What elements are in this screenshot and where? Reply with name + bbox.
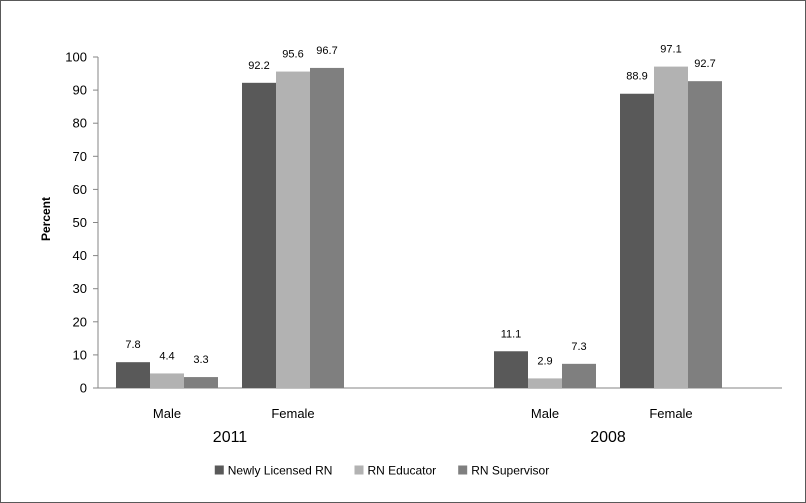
data-label: 7.8 bbox=[125, 339, 140, 351]
data-label: 7.3 bbox=[571, 341, 586, 353]
bar bbox=[688, 81, 722, 389]
bar bbox=[494, 351, 528, 388]
y-axis-title: Percent bbox=[39, 197, 53, 241]
legend-label: RN Educator bbox=[367, 463, 436, 477]
legend-swatch bbox=[214, 465, 224, 475]
legend-label: Newly Licensed RN bbox=[228, 463, 333, 477]
data-label: 11.1 bbox=[501, 328, 522, 340]
legend-label: RN Supervisor bbox=[471, 463, 549, 477]
data-label: 96.7 bbox=[316, 45, 337, 57]
y-tick-label: 70 bbox=[73, 149, 87, 164]
data-label: 4.4 bbox=[159, 350, 174, 362]
y-tick-label: 20 bbox=[73, 314, 87, 329]
y-tick-label: 40 bbox=[73, 248, 87, 263]
bar bbox=[276, 71, 310, 389]
y-tick-label: 60 bbox=[73, 182, 87, 197]
x-category-label: Male bbox=[531, 406, 559, 421]
bar bbox=[528, 378, 562, 388]
y-tick-label: 100 bbox=[65, 50, 87, 65]
bar bbox=[310, 67, 344, 388]
data-label: 97.1 bbox=[660, 44, 681, 56]
y-tick-label: 50 bbox=[73, 215, 87, 230]
y-tick-label: 80 bbox=[73, 116, 87, 131]
data-label: 92.7 bbox=[694, 58, 715, 70]
x-group-label: 2008 bbox=[590, 429, 626, 446]
legend-swatch bbox=[354, 465, 364, 475]
data-label: 88.9 bbox=[626, 71, 647, 83]
y-tick-label: 10 bbox=[73, 347, 87, 362]
data-label: 95.6 bbox=[282, 49, 303, 61]
bar bbox=[242, 82, 276, 389]
y-tick-label: 0 bbox=[80, 381, 87, 396]
x-category-label: Male bbox=[153, 406, 181, 421]
x-category-label: Female bbox=[649, 406, 692, 421]
bar bbox=[116, 362, 150, 388]
legend-item: Newly Licensed RN bbox=[214, 463, 333, 477]
x-category-label: Female bbox=[271, 406, 314, 421]
legend: Newly Licensed RN RN Educator RN Superviso… bbox=[214, 463, 549, 477]
bar bbox=[184, 377, 218, 388]
bar bbox=[562, 363, 596, 388]
legend-item: RN Supervisor bbox=[458, 463, 549, 477]
y-tick-label: 30 bbox=[73, 281, 87, 296]
x-group-label: 2011 bbox=[213, 429, 248, 446]
bar bbox=[150, 373, 184, 388]
data-label: 2.9 bbox=[537, 355, 552, 367]
y-tick-label: 90 bbox=[73, 83, 87, 98]
bar bbox=[654, 66, 688, 388]
legend-swatch bbox=[458, 465, 468, 475]
legend-item: RN Educator bbox=[354, 463, 436, 477]
data-label: 3.3 bbox=[193, 354, 208, 366]
plot-area: 0 10 20 30 40 50 60 70 80 90 100 7.8 92.2 11.1 88.9 4.4… bbox=[65, 44, 782, 446]
data-label: 92.2 bbox=[248, 60, 269, 72]
bar bbox=[620, 93, 654, 388]
